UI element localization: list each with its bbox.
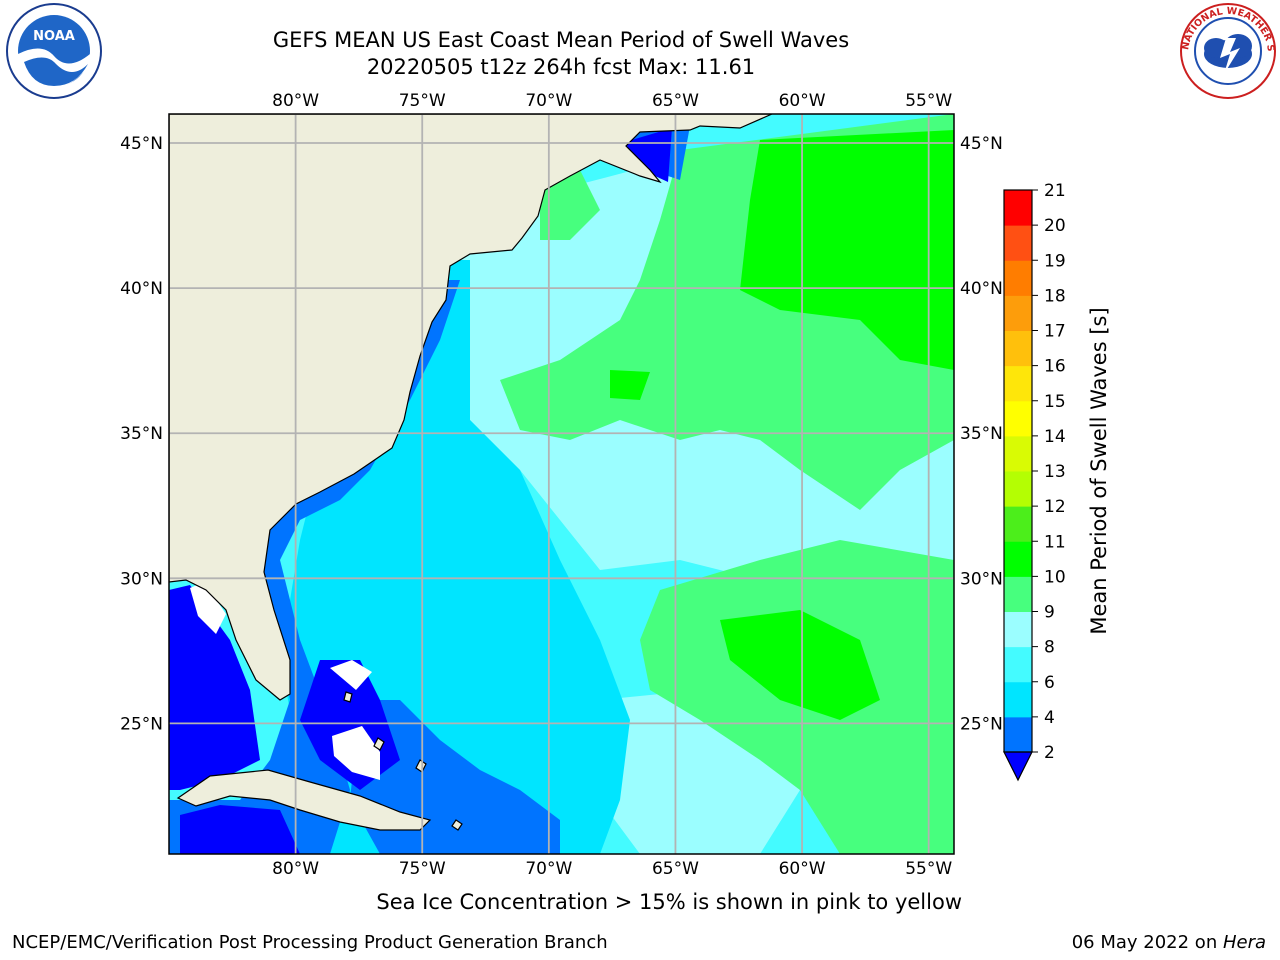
colorbar-tick-label: 17 bbox=[1044, 322, 1066, 342]
footer-date-text: 06 May 2022 on bbox=[1071, 932, 1223, 953]
lon-tick-label-top: 55°W bbox=[905, 91, 952, 111]
colorbar-segment bbox=[1004, 295, 1032, 331]
lon-tick-label-bottom: 80°W bbox=[272, 859, 319, 879]
colorbar-segment bbox=[1004, 541, 1032, 577]
lat-tick-label-right: 40°N bbox=[960, 279, 1003, 299]
colorbar-tick-label: 8 bbox=[1044, 638, 1055, 658]
colorbar-segment bbox=[1004, 716, 1032, 753]
colorbar: 2 4 6 8 9 10 11 12 13 14 15 16 17 18 19 20 21 Mean Period… bbox=[1003, 181, 1111, 782]
colorbar-tick-label: 4 bbox=[1044, 708, 1055, 728]
lon-tick-label-bottom: 75°W bbox=[399, 859, 446, 879]
colorbar-segment bbox=[1004, 400, 1032, 437]
colorbar-tick-label: 11 bbox=[1044, 532, 1066, 552]
lon-tick-label-top: 70°W bbox=[525, 91, 572, 111]
field-open-ocean-east bbox=[540, 170, 600, 240]
colorbar-tick-label: 14 bbox=[1044, 427, 1066, 447]
map-subtitle-run: 20220505 t12z 264h fcst Max: 11.61 bbox=[366, 55, 756, 79]
colorbar-tick-label: 20 bbox=[1044, 216, 1066, 236]
lat-tick-label-right: 25°N bbox=[960, 714, 1003, 734]
graticule bbox=[169, 114, 954, 854]
field-gulf-of-mexico-low bbox=[169, 585, 260, 790]
noaa-logo: NOAA bbox=[6, 3, 102, 99]
field-northeast-max bbox=[720, 610, 880, 720]
colorbar-tick-label: 6 bbox=[1044, 673, 1055, 693]
colorbar-segment bbox=[1004, 576, 1032, 612]
lat-tick-label-left: 45°N bbox=[120, 134, 163, 154]
lat-tick-label-right: 35°N bbox=[960, 424, 1003, 444]
colorbar-segment bbox=[1004, 506, 1032, 542]
field-northeast-max bbox=[740, 130, 954, 370]
footer-credit: NCEP/EMC/Verification Post Processing Pr… bbox=[12, 932, 608, 953]
noaa-logo-text: NOAA bbox=[33, 29, 75, 44]
lon-tick-label-bottom: 65°W bbox=[652, 859, 699, 879]
colorbar-segment bbox=[1004, 471, 1032, 507]
map-title: GEFS MEAN US East Coast Mean Period of S… bbox=[272, 28, 850, 52]
field-northeast-max bbox=[610, 370, 650, 400]
cuba-island bbox=[176, 769, 432, 831]
lat-tick-label-left: 35°N bbox=[120, 424, 163, 444]
lat-tick-label-left: 40°N bbox=[120, 279, 163, 299]
colorbar-tick-label: 19 bbox=[1044, 251, 1066, 271]
colorbar-segment bbox=[1004, 611, 1032, 648]
colorbar-tick-label: 13 bbox=[1044, 462, 1066, 482]
colorbar-tick-label: 15 bbox=[1044, 392, 1066, 412]
lon-tick-label-bottom: 55°W bbox=[905, 859, 952, 879]
colorbar-label: Mean Period of Swell Waves [s] bbox=[1087, 307, 1111, 634]
no-data-bahamas-south bbox=[332, 726, 380, 780]
lat-tick-label-right: 30°N bbox=[960, 569, 1003, 589]
axis-tick-labels: 80°W 80°W 75°W 75°W 70°W 70°W 65°W 65°W 60°W 60°W… bbox=[120, 91, 1003, 879]
colorbar-segment bbox=[1004, 330, 1032, 367]
lon-tick-label-bottom: 70°W bbox=[525, 859, 572, 879]
lon-tick-label-top: 80°W bbox=[272, 91, 319, 111]
footer-machine: Hera bbox=[1222, 932, 1266, 953]
colorbar-segment bbox=[1004, 225, 1032, 261]
land-layer bbox=[169, 114, 773, 831]
field-gulf-of-mexico-low bbox=[180, 805, 300, 854]
lon-tick-label-top: 60°W bbox=[779, 91, 826, 111]
bahamas-island-4 bbox=[451, 819, 463, 831]
colorbar-tick-label: 21 bbox=[1044, 181, 1066, 201]
colorbar-segment bbox=[1004, 190, 1032, 226]
lat-tick-label-left: 30°N bbox=[120, 569, 163, 589]
footer-date: 06 May 2022 on Hera bbox=[1072, 932, 1266, 953]
lon-tick-label-top: 75°W bbox=[399, 91, 446, 111]
colorbar-tick-label: 12 bbox=[1044, 497, 1066, 517]
colorbar-tick-label: 10 bbox=[1044, 567, 1066, 587]
colorbar-segment bbox=[1004, 365, 1032, 402]
colorbar-segment bbox=[1004, 646, 1032, 683]
lat-tick-label-left: 25°N bbox=[120, 714, 163, 734]
colorbar-tick-label: 16 bbox=[1044, 357, 1066, 377]
map-plot-area bbox=[169, 114, 954, 854]
field-gulf-of-mexico-low bbox=[625, 128, 672, 182]
colorbar-under-arrow bbox=[1003, 751, 1033, 782]
north-america-land bbox=[169, 114, 773, 701]
no-data-gulf bbox=[190, 582, 226, 634]
no-data-bahamas-north bbox=[330, 660, 372, 690]
colorbar-tick-label: 9 bbox=[1044, 603, 1055, 623]
map-frame bbox=[168, 113, 955, 855]
lon-tick-label-top: 65°W bbox=[652, 91, 699, 111]
colorbar-segment bbox=[1004, 435, 1032, 472]
colorbar-segment bbox=[1004, 260, 1032, 296]
lon-tick-label-bottom: 60°W bbox=[779, 859, 826, 879]
colorbar-segment bbox=[1004, 681, 1032, 718]
colorbar-tick-label: 2 bbox=[1044, 743, 1055, 763]
colorbar-tick-label: 18 bbox=[1044, 286, 1066, 306]
lat-tick-label-right: 45°N bbox=[960, 134, 1003, 154]
sea-ice-note: Sea Ice Concentration > 15% is shown in … bbox=[376, 890, 962, 914]
bahamas-island-1 bbox=[343, 691, 353, 703]
nws-logo: NATIONAL WEATHER SERVICE bbox=[1176, 2, 1276, 99]
bahamas-island-2 bbox=[373, 737, 385, 751]
